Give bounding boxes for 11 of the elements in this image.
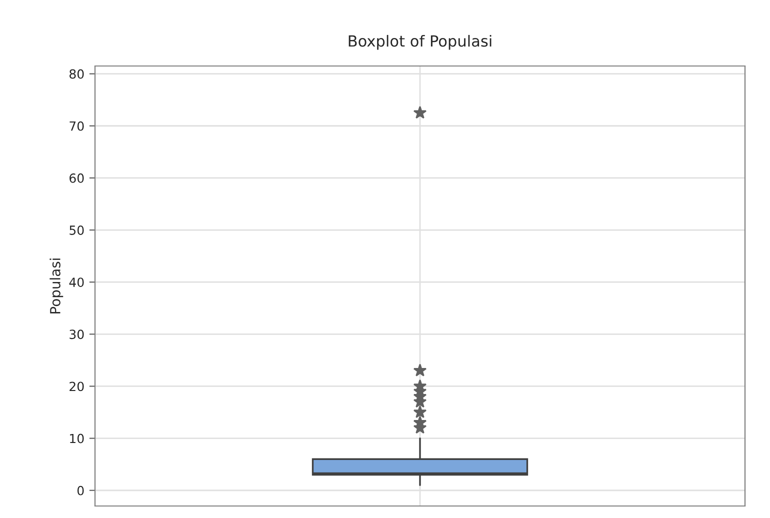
y-tick-label: 20 bbox=[70, 382, 84, 392]
y-tick-label: 30 bbox=[70, 330, 84, 340]
y-tick-label: 0 bbox=[77, 486, 84, 496]
y-tick-label: 40 bbox=[69, 278, 84, 288]
y-tick-label: 70 bbox=[70, 121, 84, 131]
y-tick-label: 60 bbox=[70, 173, 84, 183]
y-tick-label: 80 bbox=[70, 69, 84, 79]
y-axis-title: Populasi bbox=[50, 258, 64, 314]
y-tick-label: 50 bbox=[70, 225, 84, 235]
y-tick-label: 10 bbox=[70, 434, 84, 444]
chart-title: Boxplot of Populasi bbox=[348, 34, 492, 50]
